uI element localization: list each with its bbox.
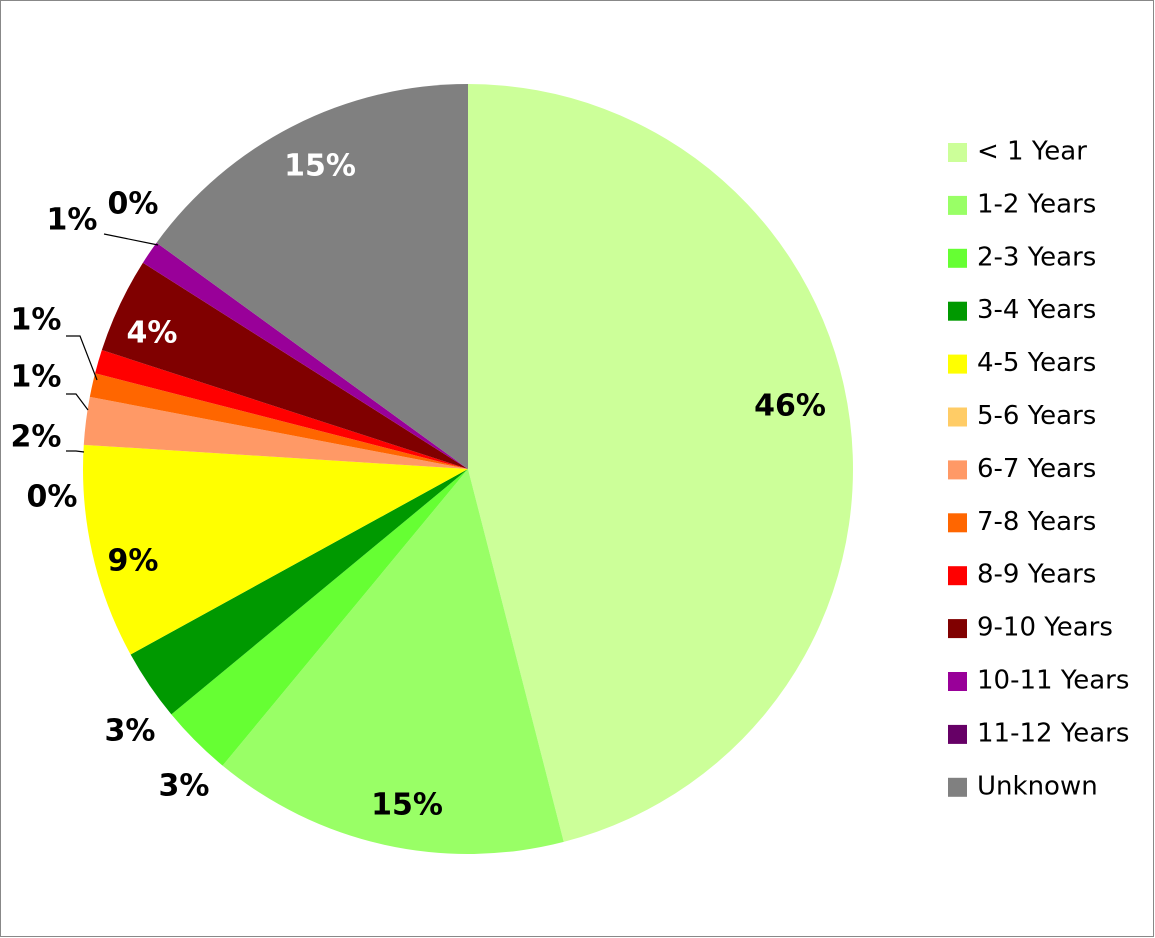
data-label: 3% [105, 714, 156, 749]
legend-label: 6-7 Years [977, 454, 1096, 484]
legend-label: 1-2 Years [977, 189, 1096, 219]
data-label: 1% [11, 360, 62, 395]
data-label: 0% [108, 187, 159, 222]
data-label: 46% [754, 389, 826, 424]
leader-line [66, 393, 89, 411]
data-label: 3% [159, 769, 210, 804]
data-label: 9% [108, 544, 159, 579]
pie-slice [83, 444, 468, 655]
legend-swatch [948, 143, 967, 162]
legend-label: 7-8 Years [977, 507, 1096, 537]
legend-label: 3-4 Years [977, 295, 1096, 325]
leader-line [103, 233, 159, 246]
pie-slice [222, 469, 564, 854]
data-label: 4% [127, 316, 178, 351]
legend-label: Unknown [977, 771, 1098, 801]
pie-slice [101, 262, 469, 469]
legend-label: 11-12 Years [977, 718, 1129, 748]
legend-swatch [948, 301, 967, 321]
legend-swatch [948, 248, 967, 268]
pie-slice [89, 373, 469, 469]
pie-slice [83, 396, 469, 469]
legend-swatch [948, 619, 967, 639]
data-label: 0% [27, 480, 78, 515]
pie-slice [156, 84, 469, 469]
legend-swatch [948, 566, 967, 586]
legend-swatch [948, 195, 967, 215]
data-label: 15% [284, 149, 356, 184]
legend-label: 8-9 Years [977, 560, 1096, 590]
pie-slice [142, 242, 468, 469]
legend-swatch [948, 672, 967, 691]
legend-label: 2-3 Years [977, 242, 1096, 272]
leader-line [66, 335, 98, 381]
legend-label: 9-10 Years [977, 613, 1113, 643]
pie-slice [130, 469, 468, 715]
data-label: 15% [371, 788, 443, 823]
data-label: 1% [11, 303, 62, 338]
legend-swatch [948, 777, 967, 797]
pie-slice [95, 350, 468, 469]
legend-swatch [948, 354, 967, 374]
data-label: 2% [11, 420, 62, 455]
legend-label: < 1 Year [977, 137, 1087, 167]
legend-swatch [948, 513, 967, 533]
pie-slice [468, 84, 853, 842]
legend-label: 5-6 Years [977, 401, 1096, 431]
pie-slice [156, 242, 469, 469]
legend-swatch [948, 724, 967, 744]
leader-line [66, 450, 85, 453]
legend-label: 10-11 Years [977, 666, 1129, 696]
legend-swatch [948, 460, 967, 480]
data-label: 1% [47, 203, 98, 238]
pie-slice [171, 469, 468, 766]
legend-swatch [948, 407, 967, 427]
legend-label: 4-5 Years [977, 348, 1096, 378]
